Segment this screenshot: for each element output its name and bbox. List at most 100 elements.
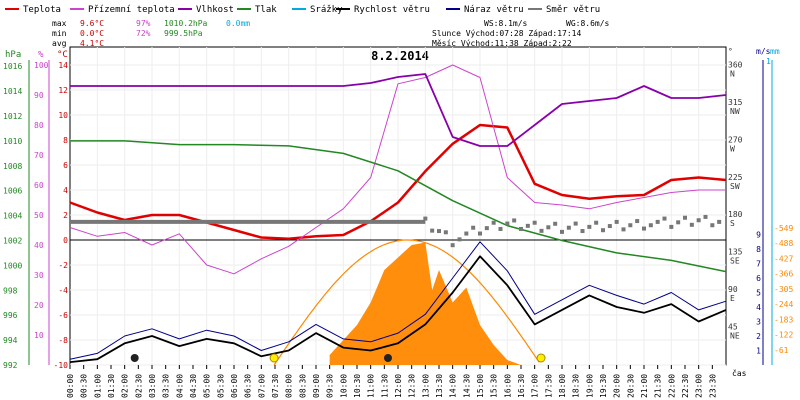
time-label: 07:30 — [271, 374, 280, 398]
wind-direction-point — [573, 221, 578, 226]
tick-label-temperature: 14 — [58, 61, 68, 70]
series-line-vlhkost — [70, 73, 727, 147]
tick-label-wind: 7 — [756, 260, 761, 269]
tick-label-direction: 225 — [728, 173, 743, 182]
wind-direction-point — [710, 223, 715, 228]
time-label: 00:30 — [80, 374, 89, 398]
tick-label-temperature: -10 — [54, 361, 69, 370]
stats-panel: max 9.6°C 97% 1010.2hPa 0.0mm min 0.0°C 72% 999.… — [52, 19, 610, 48]
wind-direction-point — [491, 220, 496, 225]
series-line-rychlost-v-tru — [69, 255, 727, 363]
wind-direction-point — [525, 223, 530, 228]
tick-label-humidity: 60 — [34, 181, 44, 190]
tick-label-solar: -183 — [774, 315, 793, 324]
tick-label-pressure: 1016 — [3, 62, 22, 71]
time-label: 17:00 — [531, 374, 540, 398]
wind-direction-point — [662, 216, 667, 221]
series-line-p-zemn-teplota — [69, 64, 726, 275]
tick-label-pressure: 992 — [3, 361, 18, 370]
wind-direction-point — [594, 220, 599, 225]
tick-label-direction-compass: NE — [730, 332, 740, 341]
wind-direction-point — [437, 229, 441, 234]
time-label: 16:30 — [517, 374, 526, 398]
axis-label-direction: ° — [728, 47, 733, 56]
stats-wind-gust: WG:8.6m/s — [566, 19, 610, 28]
tick-label-temperature: 4 — [63, 186, 68, 195]
time-label: 11:30 — [380, 374, 389, 398]
wind-direction-point — [642, 226, 646, 231]
tick-label-direction-compass: S — [730, 219, 735, 228]
stats-row-label: avg — [52, 39, 67, 48]
axis-label-pressure: hPa — [5, 50, 21, 60]
wind-direction-point — [430, 228, 435, 233]
sun-marker — [269, 353, 279, 363]
wind-direction-point — [457, 237, 462, 242]
legend-label: Vlhkost — [196, 5, 234, 15]
tick-label-pressure: 1010 — [3, 137, 22, 146]
time-label: 21:30 — [654, 374, 663, 398]
tick-label-temperature: -2 — [58, 261, 68, 270]
legend-label: Srážky — [310, 5, 343, 15]
time-axis-label: čas — [732, 368, 747, 378]
wind-direction-point — [683, 215, 687, 220]
tick-label-direction: 315 — [728, 98, 743, 107]
time-label: 02:30 — [134, 374, 143, 398]
tick-label-direction: 180 — [728, 210, 743, 219]
tick-label-temperature: 6 — [63, 161, 68, 170]
tick-label-pressure: 1012 — [3, 112, 22, 121]
time-axis: 00:00 00:30 01:00 01:30 02:00 02:30 03:00 03:30… — [66, 365, 747, 398]
time-label: 23:30 — [708, 374, 717, 398]
chart-title: 8.2.2014 — [371, 49, 429, 63]
tick-label-temperature: 2 — [63, 211, 68, 220]
time-label: 17:30 — [544, 374, 553, 398]
tick-label-temperature: 10 — [58, 111, 68, 120]
moon-marker — [383, 354, 392, 362]
time-label: 08:30 — [298, 374, 307, 398]
axis-label-rain: mm — [770, 47, 780, 56]
tick-label-solar: -488 — [774, 239, 793, 248]
solar-radiation-area — [329, 242, 521, 365]
tick-label-pressure: 996 — [3, 311, 18, 320]
wind-direction-point — [443, 230, 448, 235]
time-label: 18:00 — [558, 374, 567, 398]
tick-label-solar: -549 — [774, 224, 793, 233]
right-axes: °45NE90E135SE180S225SW270W315NW360Nm/s12… — [728, 47, 793, 365]
tick-label-direction-compass: W — [730, 144, 735, 153]
wind-direction-point — [519, 226, 523, 231]
axis-label-temperature: °C — [57, 50, 68, 60]
tick-label-rain: 1 — [766, 57, 771, 66]
stats-temperature: 0.0°C — [80, 29, 104, 38]
tick-label-direction: 45 — [728, 323, 738, 332]
tick-label-wind: 1 — [756, 347, 761, 356]
time-label: 13:30 — [435, 374, 444, 398]
time-label: 20:00 — [613, 374, 622, 398]
wind-direction-point — [635, 219, 640, 224]
tick-label-wind: 5 — [756, 289, 761, 298]
tick-label-pressure: 1000 — [3, 261, 22, 270]
time-label: 14:30 — [462, 374, 471, 398]
time-label: 13:00 — [421, 374, 430, 398]
stats-wind-speed: WS:8.1m/s — [484, 19, 528, 28]
tick-label-direction-compass: E — [730, 294, 735, 303]
time-label: 05:00 — [203, 374, 212, 398]
legend-label: Přízemní teplota — [88, 5, 175, 15]
tick-label-humidity: 20 — [34, 301, 44, 310]
time-label: 23:00 — [695, 374, 704, 398]
time-label: 15:00 — [476, 374, 485, 398]
time-label: 14:00 — [449, 374, 458, 398]
tick-label-humidity: 10 — [34, 331, 44, 340]
stats-pressure: 999.5hPa — [164, 29, 203, 38]
time-label: 15:30 — [490, 374, 499, 398]
series-line-tlak — [70, 140, 727, 273]
time-label: 21:00 — [640, 374, 649, 398]
time-label: 04:30 — [189, 374, 198, 398]
stats-temperature: 9.6°C — [80, 19, 104, 28]
wind-direction-point — [580, 229, 585, 234]
wind-direction-point — [621, 227, 626, 232]
wind-direction-point — [478, 231, 482, 236]
time-label: 19:30 — [599, 374, 608, 398]
sun-marker — [536, 353, 546, 363]
wind-direction-point — [464, 231, 469, 236]
wind-direction-point — [717, 219, 722, 224]
time-label: 19:00 — [585, 374, 594, 398]
